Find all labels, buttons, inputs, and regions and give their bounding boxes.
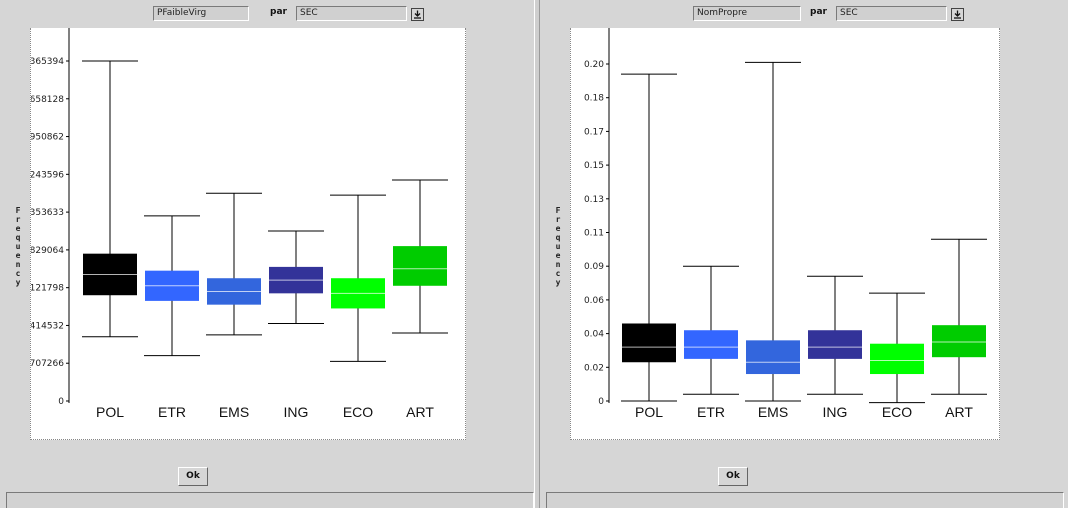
y-tick-label: 5658128 <box>31 95 64 105</box>
y-tick-label: 0.02 <box>584 363 604 373</box>
status-bar <box>6 492 534 508</box>
y-tick-label: 0.11 <box>584 229 604 239</box>
y-tick-label: 0.06 <box>584 296 604 306</box>
group-dropdown-button[interactable] <box>951 8 964 21</box>
category-label: ETR <box>697 404 725 420</box>
y-tick-label: 0 <box>598 397 604 407</box>
boxplot-area: 0 0.02 0.04 0.06 0.09 0.11 0.13 0.15 0.17 0.18 0.2… <box>570 28 1000 440</box>
category-label: ART <box>945 404 973 420</box>
y-tick-label: 4243596 <box>31 170 64 180</box>
box-pol <box>622 323 676 363</box>
selector-bar: NomPropre par SEC <box>540 6 1068 22</box>
box-ing <box>808 330 862 359</box>
group-select[interactable]: SEC <box>836 6 947 21</box>
y-tick-label: 414532 <box>31 321 64 331</box>
y-tick-label: 0.04 <box>584 330 604 340</box>
arrow-down-to-bar-icon <box>954 10 961 19</box>
y-tick-label: 5353633 <box>31 208 64 218</box>
box-art <box>932 325 986 358</box>
pane-divider[interactable] <box>534 0 540 508</box>
y-tick-label: 0.13 <box>584 195 604 205</box>
ok-button[interactable]: Ok <box>178 467 208 486</box>
category-label: ART <box>406 404 434 420</box>
category-label: ECO <box>882 404 912 420</box>
box-art <box>393 246 447 286</box>
category-label: POL <box>635 404 663 420</box>
arrow-down-to-bar-icon <box>414 10 421 19</box>
par-label: par <box>270 7 287 17</box>
group-select[interactable]: SEC <box>296 6 407 21</box>
y-tick-label: 4950862 <box>31 133 64 143</box>
category-label: EMS <box>758 404 788 420</box>
y-tick-label: 0.17 <box>584 127 604 137</box>
variable-field[interactable]: PFaibleVirg <box>153 6 249 21</box>
category-label: ING <box>823 404 848 420</box>
y-tick-label: 0.09 <box>584 262 604 272</box>
category-label: ING <box>284 404 309 420</box>
y-tick-label: 0.20 <box>584 60 604 70</box>
ok-button[interactable]: Ok <box>718 467 748 486</box>
box-ems <box>746 340 800 375</box>
y-tick-label: 0 <box>58 397 64 407</box>
variable-field[interactable]: NomPropre <box>693 6 801 21</box>
y-tick-label: 5365394 <box>31 57 64 67</box>
par-label: par <box>810 7 827 17</box>
status-bar <box>546 492 1064 508</box>
y-tick-label: 0.15 <box>584 161 604 171</box>
selector-bar: PFaibleVirg par SEC <box>0 6 534 22</box>
y-tick-label: 0.18 <box>584 94 604 104</box>
category-label: POL <box>96 404 124 420</box>
box-etr <box>684 330 738 359</box>
category-label: EMS <box>219 404 249 420</box>
category-label: ECO <box>343 404 373 420</box>
category-label: ETR <box>158 404 186 420</box>
boxplot-chart: 0 0.02 0.04 0.06 0.09 0.11 0.13 0.15 0.17 0.18 0.2… <box>584 28 987 420</box>
box-eco <box>870 343 924 375</box>
y-tick-label: 2829064 <box>31 246 64 256</box>
group-dropdown-button[interactable] <box>411 8 424 21</box>
